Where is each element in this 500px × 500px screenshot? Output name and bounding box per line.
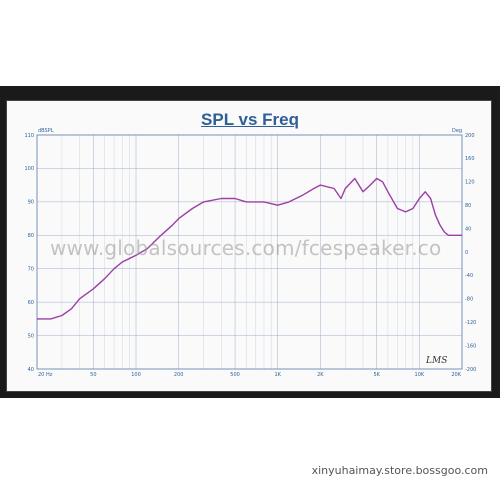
x-tick-label: 100: [131, 372, 141, 378]
x-tick-label: 10K: [415, 372, 425, 378]
y2-tick-label: 120: [465, 180, 475, 186]
y-tick-label: 90: [28, 200, 34, 206]
x-tick-label: 5K: [373, 372, 380, 378]
x-tick-label: 500: [230, 372, 240, 378]
y-tick-label: 60: [28, 300, 34, 306]
grid: [37, 135, 462, 369]
x-tick-label: 50: [90, 372, 96, 378]
x-tick-label: 2K: [317, 372, 324, 378]
y2-tick-label: -200: [465, 367, 476, 373]
watermark-text: www.globalsources.com/fcespeaker.co: [50, 236, 442, 260]
y-tick-label: 80: [28, 233, 34, 239]
x-tick-label: 20K: [451, 372, 461, 378]
y2-axis-label: Deg: [452, 128, 462, 134]
y2-tick-label: 40: [465, 226, 471, 232]
y2-tick-label: -160: [465, 343, 476, 349]
y2-tick-label: 200: [465, 133, 475, 139]
y2-tick-label: 0: [465, 250, 468, 256]
y-tick-label: 110: [24, 133, 34, 139]
chart-title: SPL vs Freq: [201, 110, 299, 129]
lms-logo: LMS: [425, 356, 447, 366]
spl-series-line: [37, 177, 462, 320]
y2-tick-label: -80: [465, 297, 473, 303]
y-tick-label: 100: [24, 166, 34, 172]
y-axis-ticks: 110 100 90 80 70 60 50 40: [24, 133, 34, 373]
y2-tick-label: -120: [465, 320, 476, 326]
series: [37, 177, 462, 320]
footer-source-text: xinyuhaimay.store.bossgoo.com: [311, 464, 488, 477]
x-axis-ticks: 20 Hz 50 100 200 500 1K 2K 5K 10K 20K: [38, 372, 462, 378]
chart-panel: [6, 100, 492, 392]
x-tick-label: 200: [174, 372, 184, 378]
y2-tick-label: -40: [465, 273, 473, 279]
y2-tick-label: 160: [465, 156, 475, 162]
y-axis-label: dBSPL: [38, 128, 54, 134]
plot-area-border: [36, 134, 463, 370]
y2-axis-ticks: 200 160 120 80 40 0 -40 -80 -120 -160 -200: [465, 133, 476, 373]
y-tick-label: 40: [28, 367, 34, 373]
x-tick-label: 1K: [274, 372, 281, 378]
y-tick-label: 50: [28, 333, 34, 339]
y2-tick-label: 80: [465, 203, 471, 209]
x-tick-label: 20 Hz: [38, 372, 53, 378]
y-tick-label: 70: [28, 267, 34, 273]
